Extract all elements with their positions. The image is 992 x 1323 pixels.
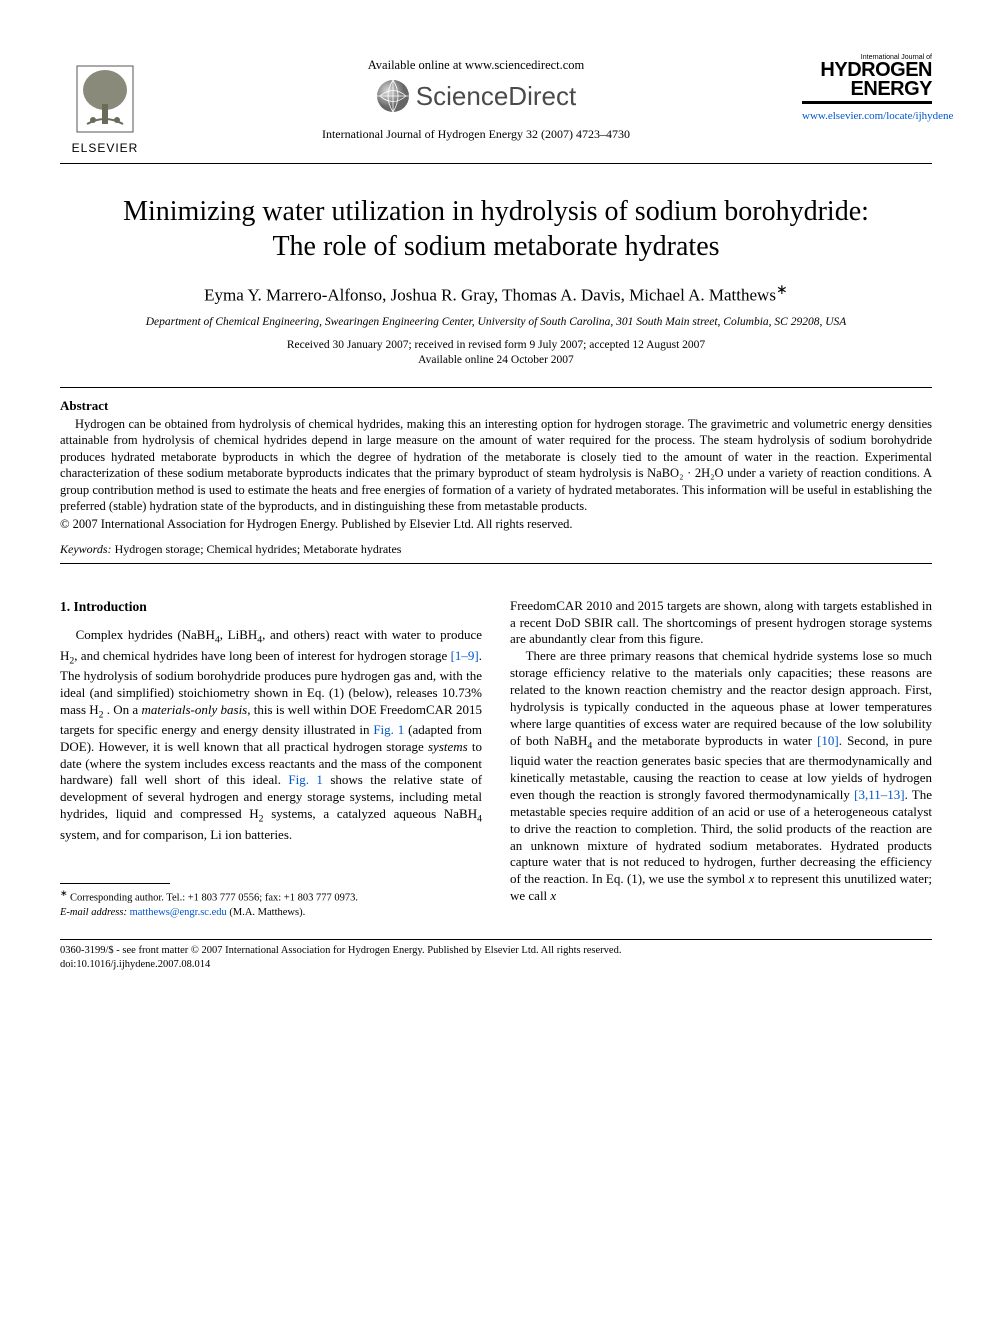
- journal-cover-block: International Journal of HYDROGEN ENERGY…: [802, 54, 932, 122]
- footer-rule: [60, 939, 932, 940]
- intro-para-1-cont: FreedomCAR 2010 and 2015 targets are sho…: [510, 598, 932, 649]
- page: ELSEVIER Available online at www.science…: [0, 0, 992, 1001]
- available-online-line: Available online at www.sciencedirect.co…: [150, 58, 802, 73]
- journal-url-text: www.elsevier.com/locate/ijhydene: [802, 110, 953, 122]
- keywords-label: Keywords:: [60, 542, 112, 556]
- affiliation: Department of Chemical Engineering, Swea…: [60, 316, 932, 328]
- sciencedirect-icon: [376, 79, 410, 113]
- body-columns: 1. Introduction Complex hydrides (NaBH4,…: [60, 598, 932, 920]
- footnote-line2: E-mail address: matthews@engr.sc.edu (M.…: [60, 906, 482, 920]
- dates-received: Received 30 January 2007; received in re…: [60, 338, 932, 354]
- sciencedirect-logo: ScienceDirect: [150, 79, 802, 113]
- article-title: Minimizing water utilization in hydrolys…: [100, 194, 892, 264]
- footer-copyright: 0360-3199/$ - see front matter © 2007 In…: [60, 944, 932, 958]
- footnote-rule: [60, 883, 170, 884]
- left-column: 1. Introduction Complex hydrides (NaBH4,…: [60, 598, 482, 920]
- var-x-2: x: [550, 888, 556, 903]
- keywords-text: Hydrogen storage; Chemical hydrides; Met…: [112, 542, 402, 556]
- abstract-bottom-rule: [60, 563, 932, 564]
- ref-link-1-9[interactable]: [1–9]: [451, 648, 479, 663]
- term-materials-only: materials-only basis: [141, 702, 247, 717]
- ref-link-10[interactable]: [10]: [817, 733, 839, 748]
- email-label: E-mail address:: [60, 907, 127, 918]
- header-center: Available online at www.sciencedirect.co…: [150, 54, 802, 142]
- sciencedirect-text: ScienceDirect: [416, 81, 576, 112]
- dates-block: Received 30 January 2007; received in re…: [60, 338, 932, 369]
- copyright-line: © 2007 International Association for Hyd…: [60, 517, 932, 532]
- header-rule: [60, 163, 932, 164]
- fig-link-1a[interactable]: Fig. 1: [373, 722, 404, 737]
- authors-line: Eyma Y. Marrero-Alfonso, Joshua R. Gray,…: [60, 282, 932, 306]
- authors-text: Eyma Y. Marrero-Alfonso, Joshua R. Gray,…: [204, 286, 776, 305]
- email-link[interactable]: matthews@engr.sc.edu: [127, 907, 227, 918]
- header-row: ELSEVIER Available online at www.science…: [60, 54, 932, 155]
- footer-doi: doi:10.1016/j.ijhydene.2007.08.014: [60, 958, 932, 972]
- abstract-body: Hydrogen can be obtained from hydrolysis…: [60, 416, 932, 515]
- ref-link-3-11-13[interactable]: [3,11–13]: [854, 787, 904, 802]
- journal-reference: International Journal of Hydrogen Energy…: [150, 127, 802, 142]
- journal-underline: [802, 101, 932, 104]
- publisher-logo-block: ELSEVIER: [60, 54, 150, 155]
- abstract-text: Hydrogen can be obtained from hydrolysis…: [60, 416, 932, 515]
- fig-link-1b[interactable]: Fig. 1: [288, 772, 323, 787]
- footer-block: 0360-3199/$ - see front matter © 2007 In…: [60, 944, 932, 971]
- dates-available: Available online 24 October 2007: [60, 353, 932, 369]
- intro-para-2: There are three primary reasons that che…: [510, 648, 932, 905]
- corresponding-footnote: ∗ Corresponding author. Tel.: +1 803 777…: [60, 888, 482, 919]
- term-systems: systems: [428, 739, 468, 754]
- abstract-heading: Abstract: [60, 398, 932, 414]
- keywords-line: Keywords: Hydrogen storage; Chemical hyd…: [60, 542, 932, 557]
- journal-url-link[interactable]: www.elsevier.com/locate/ijhydene: [802, 110, 932, 122]
- journal-name-2: ENERGY: [802, 80, 932, 99]
- right-column: FreedomCAR 2010 and 2015 targets are sho…: [510, 598, 932, 920]
- abstract-top-rule: [60, 387, 932, 388]
- footnote-line1: ∗ Corresponding author. Tel.: +1 803 777…: [60, 888, 482, 905]
- section-heading-intro: 1. Introduction: [60, 598, 482, 616]
- elsevier-label: ELSEVIER: [60, 141, 150, 155]
- intro-para-1: Complex hydrides (NaBH4, LiBH4, and othe…: [60, 627, 482, 843]
- elsevier-tree-icon: [75, 64, 135, 134]
